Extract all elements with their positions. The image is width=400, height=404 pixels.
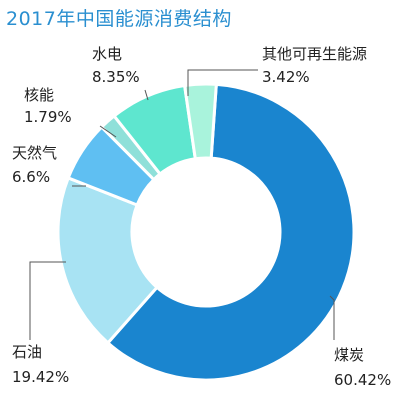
donut-slice-1 [105, 82, 356, 382]
leader-line-4 [99, 125, 117, 138]
slice-value-label-6: 3.42% [262, 68, 310, 86]
slice-value-label-4: 1.79% [24, 108, 72, 126]
leader-line-1 [329, 295, 335, 340]
slice-name-label-2: 石油 [12, 343, 42, 361]
slice-value-label-3: 6.6% [12, 168, 50, 186]
slice-name-label-4: 核能 [24, 86, 54, 104]
slice-name-label-1: 煤炭 [334, 346, 364, 364]
leader-line-5 [144, 89, 149, 101]
slice-name-label-3: 天然气 [12, 144, 57, 162]
slice-name-label-6: 其他可再生能源 [262, 45, 367, 63]
slice-value-label-2: 19.42% [12, 368, 69, 386]
donut-slice-6 [182, 82, 218, 161]
slice-name-label-5: 水电 [92, 45, 122, 63]
chart-title: 2017年中国能源消费结构 [6, 8, 232, 30]
leader-line-2 [29, 261, 66, 340]
donut-slice-2 [56, 175, 160, 345]
slice-value-label-1: 60.42% [334, 371, 391, 389]
leader-line-6 [187, 69, 258, 96]
slice-value-label-5: 8.35% [92, 68, 140, 86]
